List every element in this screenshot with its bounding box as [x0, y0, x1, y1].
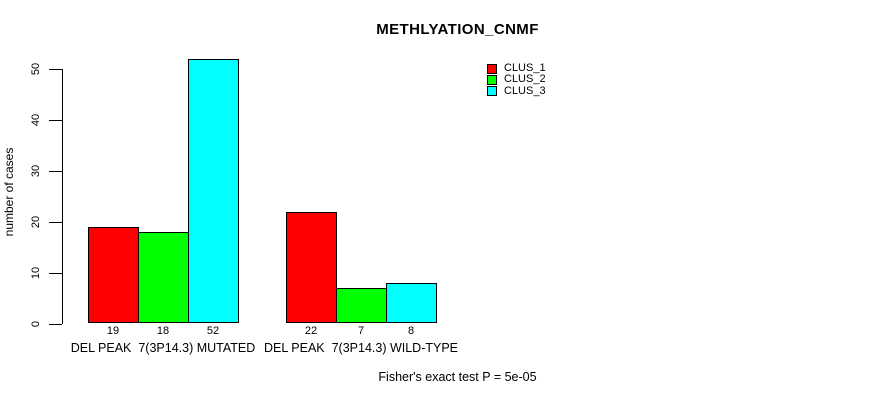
bar-value-label: 52 — [206, 325, 220, 337]
category-label: DEL PEAK 7(3P14.3) MUTATED — [70, 341, 256, 355]
bar-clus_3-group2 — [385, 282, 437, 324]
y-axis-line — [62, 69, 64, 324]
bar-clus_2-group2 — [335, 287, 387, 324]
legend-item-clus_2: CLUS_2 — [487, 73, 546, 86]
y-axis-label: number of cases — [2, 147, 16, 237]
y-axis-tick-label: 20 — [30, 215, 42, 229]
bar-value-label: 22 — [304, 325, 318, 337]
y-axis-tick — [49, 222, 62, 224]
y-axis-tick-label: 10 — [30, 266, 42, 280]
legend-swatch-icon — [487, 63, 497, 74]
y-axis-tick — [49, 120, 62, 122]
legend-label: CLUS_2 — [504, 73, 546, 86]
y-axis-tick-label: 30 — [30, 164, 42, 178]
bar-clus_1-group1 — [87, 226, 139, 324]
y-axis-tick — [49, 324, 62, 326]
bar-value-label: 7 — [357, 325, 365, 337]
legend-label: CLUS_3 — [504, 84, 546, 97]
bar-value-label: 18 — [156, 325, 170, 337]
y-axis-tick — [49, 69, 62, 71]
legend-item-clus_1: CLUS_1 — [487, 62, 546, 74]
bar-clus_1-group2 — [285, 211, 337, 324]
bar-clus_3-group1 — [187, 58, 239, 324]
fisher-test-annotation: Fisher's exact test P = 5e-05 — [378, 370, 537, 384]
legend: CLUS_1 CLUS_2 CLUS_3 — [487, 62, 546, 97]
legend-swatch-icon — [487, 75, 497, 86]
legend-item-clus_3: CLUS_3 — [487, 84, 546, 97]
chart-title: METHLYATION_CNMF — [376, 21, 539, 38]
y-axis-tick — [49, 273, 62, 275]
y-axis-tick — [49, 171, 62, 173]
y-axis-tick-label: 0 — [30, 320, 42, 328]
y-axis-tick-label: 40 — [30, 113, 42, 127]
bar-value-label: 19 — [106, 325, 120, 337]
legend-label: CLUS_1 — [504, 62, 546, 74]
bar-clus_2-group1 — [137, 231, 189, 324]
y-axis-tick-label: 50 — [30, 62, 42, 76]
legend-swatch-icon — [487, 86, 497, 97]
category-label: DEL PEAK 7(3P14.3) WILD-TYPE — [263, 341, 459, 355]
bar-value-label: 8 — [407, 325, 415, 337]
